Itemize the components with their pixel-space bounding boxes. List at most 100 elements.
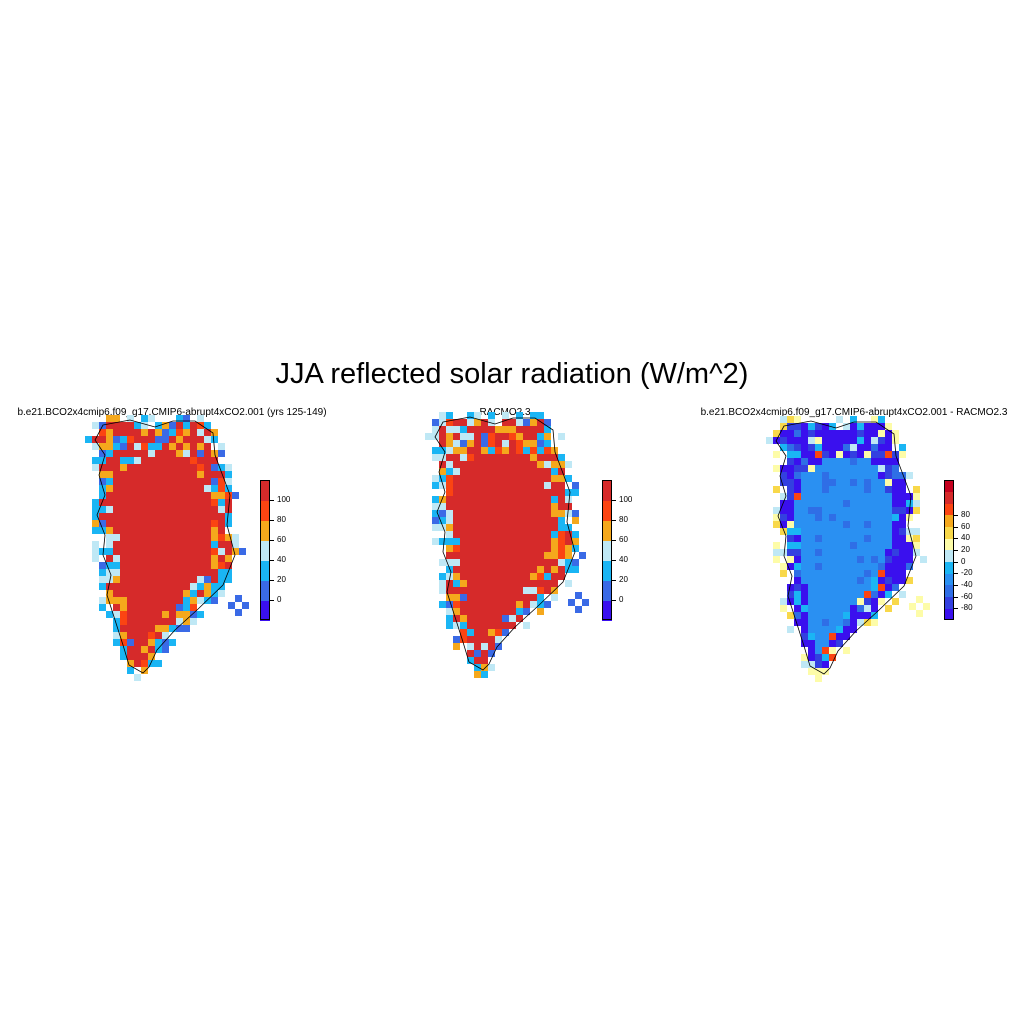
colorbar-tick-label: 40 — [619, 555, 628, 564]
map-grid-cell — [857, 577, 864, 584]
map-grid-cell — [822, 661, 829, 668]
map-grid-cell — [439, 510, 446, 517]
colorbar-swatch — [944, 515, 954, 528]
map-grid-cell — [190, 422, 197, 429]
map-grid-cell — [460, 524, 467, 531]
map-grid-cell — [460, 559, 467, 566]
map-grid-cell — [780, 605, 787, 612]
map-grid-cell — [155, 443, 162, 450]
map-grid-cell — [815, 654, 822, 661]
map-grid-cell — [787, 465, 794, 472]
map-grid-cell — [141, 464, 148, 471]
map-grid-cell — [127, 492, 134, 499]
colorbar-tick — [954, 515, 958, 516]
map-grid-cell — [878, 563, 885, 570]
map-grid-cell — [871, 535, 878, 542]
map-grid-cell — [488, 594, 495, 601]
map-grid-cell — [780, 563, 787, 570]
map-grid-cell — [481, 482, 488, 489]
colorbar-tick — [270, 500, 274, 501]
map-grid-cell — [106, 471, 113, 478]
map-grid-cell — [537, 531, 544, 538]
map-grid-cell — [204, 555, 211, 562]
map-grid-cell — [787, 563, 794, 570]
map-grid-cell — [106, 583, 113, 590]
map-grid-cell — [530, 510, 537, 517]
map-grid-cell — [829, 584, 836, 591]
map-grid-cell — [453, 468, 460, 475]
map-grid-cell — [113, 597, 120, 604]
map-grid-cell — [481, 454, 488, 461]
map-grid-cell — [516, 419, 523, 426]
map-grid-cell — [808, 556, 815, 563]
map-grid-cell — [537, 461, 544, 468]
map-grid-cell — [502, 601, 509, 608]
colorbar-tick — [954, 585, 958, 586]
map-grid-cell — [92, 555, 99, 562]
map-grid-cell — [176, 464, 183, 471]
map-grid-cell — [474, 461, 481, 468]
map-grid-cell — [558, 461, 565, 468]
map-grid-cell — [794, 493, 801, 500]
map-grid-cell — [148, 576, 155, 583]
map-grid-cell — [211, 471, 218, 478]
map-grid-cell — [106, 611, 113, 618]
map-grid-cell — [822, 479, 829, 486]
map-grid-cell — [488, 538, 495, 545]
map-island-cell — [923, 603, 930, 610]
map-grid-cell — [523, 531, 530, 538]
map-grid-cell — [155, 569, 162, 576]
map-grid-cell — [829, 647, 836, 654]
map-grid-cell — [453, 622, 460, 629]
map-grid-cell — [885, 549, 892, 556]
map-grid-cell — [892, 549, 899, 556]
map-grid-cell — [502, 615, 509, 622]
map-grid-cell — [565, 510, 572, 517]
map-grid-cell — [176, 562, 183, 569]
map-grid-cell — [225, 499, 232, 506]
map-grid-cell — [460, 545, 467, 552]
map-grid-cell — [453, 531, 460, 538]
map-grid-cell — [148, 639, 155, 646]
map-grid-cell — [148, 583, 155, 590]
map-grid-cell — [794, 619, 801, 626]
map-island-cell — [575, 606, 582, 613]
map-grid-cell — [808, 479, 815, 486]
map-grid-cell — [467, 475, 474, 482]
map-grid-cell — [544, 496, 551, 503]
map-grid-cell — [829, 591, 836, 598]
map-grid-cell — [773, 507, 780, 514]
map-grid-cell — [530, 461, 537, 468]
map-grid-cell — [530, 447, 537, 454]
map-grid-cell — [885, 514, 892, 521]
map-grid-cell — [537, 468, 544, 475]
map-grid-cell — [446, 461, 453, 468]
colorbar-tick-label: 80 — [277, 515, 286, 524]
map-grid-cell — [565, 531, 572, 538]
map-grid-cell — [162, 604, 169, 611]
map-grid-cell — [836, 458, 843, 465]
map-grid-cell — [85, 436, 92, 443]
map-grid-cell — [920, 556, 927, 563]
map-grid-cell — [481, 531, 488, 538]
map-grid-cell — [864, 486, 871, 493]
map-grid-cell — [829, 633, 836, 640]
map-grid-cell — [808, 423, 815, 430]
map-grid-cell — [446, 538, 453, 545]
map-grid-cell — [481, 636, 488, 643]
map-grid-cell — [843, 570, 850, 577]
map-grid-cell — [432, 496, 439, 503]
map-island-cell — [235, 609, 242, 616]
map-grid-cell — [822, 577, 829, 584]
map-grid-cell — [183, 478, 190, 485]
map-grid-cell — [502, 622, 509, 629]
map-grid-cell — [544, 426, 551, 433]
map-grid-cell — [808, 661, 815, 668]
map-grid-cell — [183, 499, 190, 506]
map-grid-cell — [766, 437, 773, 444]
map-grid-cell — [544, 475, 551, 482]
map-grid-cell — [134, 583, 141, 590]
figure-title: JJA reflected solar radiation (W/m^2) — [275, 358, 749, 390]
map-grid-cell — [113, 534, 120, 541]
map-grid-cell — [857, 605, 864, 612]
